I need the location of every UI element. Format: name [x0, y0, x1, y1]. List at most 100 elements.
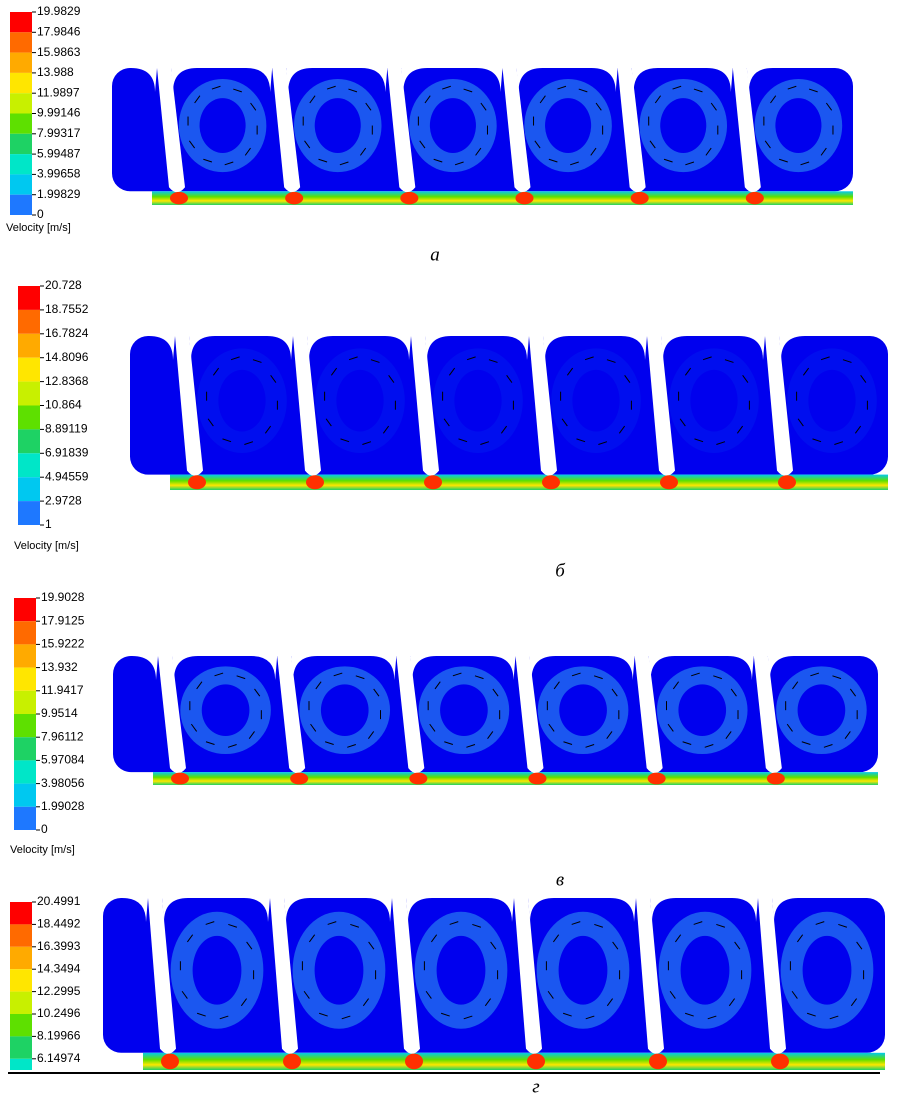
legend-label: 4.94559 [45, 469, 89, 483]
vortex-inner [437, 936, 486, 1005]
hot-spot [188, 475, 206, 489]
legend-band [18, 501, 40, 525]
legend-label: 6.91839 [45, 445, 89, 459]
legend-band [14, 621, 36, 644]
vortex-inner [678, 684, 726, 736]
legend-band [18, 477, 40, 501]
legend-label: 17.9846 [37, 24, 81, 38]
vortex-inner [218, 370, 265, 432]
legend-label: 7.99317 [37, 126, 81, 140]
vortex-inner [336, 370, 383, 432]
hot-spot [516, 192, 534, 204]
caption: г [532, 1076, 539, 1096]
figure: 19.982917.984615.986313.98811.98979.9914… [0, 0, 904, 1096]
hot-spot [290, 773, 308, 785]
legend-band [18, 334, 40, 358]
caption: б [555, 560, 566, 581]
hot-spot [424, 475, 442, 489]
legend-label: 10.864 [45, 398, 82, 412]
legend-label: 1 [45, 517, 52, 531]
legend-band [18, 286, 40, 310]
legend-band [10, 992, 32, 1014]
vortex-inner [559, 684, 607, 736]
legend-label: 12.8368 [45, 374, 89, 388]
legend-band [10, 1036, 32, 1058]
hot-spot [306, 475, 324, 489]
hot-spot [660, 475, 678, 489]
legend-label: 19.9829 [37, 4, 81, 18]
hot-spot [400, 192, 418, 204]
legend-band [10, 134, 32, 154]
hot-spot [542, 475, 560, 489]
legend-label: 15.9222 [41, 637, 85, 651]
legend-band [14, 807, 36, 830]
legend-label: 7.96112 [41, 729, 84, 743]
hot-spot [171, 773, 189, 785]
vortex-inner [193, 936, 242, 1005]
legend-band [18, 429, 40, 453]
legend-band [10, 1014, 32, 1036]
legend-label: 19.9028 [41, 590, 85, 604]
vortex-inner [202, 684, 250, 736]
legend-band [10, 969, 32, 991]
legend-band [14, 737, 36, 760]
hot-spot [529, 773, 547, 785]
vortex-inner [440, 684, 488, 736]
legend-label: 13.932 [41, 660, 78, 674]
vortex-inner [321, 684, 369, 736]
hot-spot [170, 192, 188, 204]
legend-label: 18.4492 [37, 917, 81, 931]
legend-label: 3.99658 [37, 167, 81, 181]
legend-band [10, 32, 32, 52]
hot-spot [283, 1054, 301, 1070]
hot-spot [767, 773, 785, 785]
legend-label: 1.99028 [41, 799, 85, 813]
legend-band [14, 714, 36, 737]
legend-label: 18.7552 [45, 302, 89, 316]
caption: в [556, 869, 564, 890]
legend-band [10, 947, 32, 969]
legend-band [10, 902, 32, 924]
legend-label: 16.7824 [45, 326, 89, 340]
legend-band [10, 174, 32, 194]
vortex-inner [545, 98, 591, 153]
legend-band [14, 784, 36, 807]
legend-band [18, 358, 40, 382]
legend-band [10, 1059, 32, 1070]
legend-label: 8.19966 [37, 1029, 81, 1043]
legend-label: 6.14974 [37, 1051, 81, 1065]
legend-band [14, 668, 36, 691]
legend-band [18, 310, 40, 334]
vortex-inner [200, 98, 246, 153]
legend-band [10, 924, 32, 946]
legend-label: 9.99146 [37, 106, 81, 120]
legend-title: Velocity [m/s] [10, 844, 75, 856]
legend-label: 15.9863 [37, 45, 81, 59]
legend-title: Velocity [m/s] [6, 222, 71, 234]
vortex-inner [454, 370, 501, 432]
hot-spot [649, 1054, 667, 1070]
legend-label: 12.2995 [37, 984, 81, 998]
caption: а [430, 244, 440, 265]
legend-label: 8.89119 [45, 422, 88, 436]
legend-label: 16.3993 [37, 939, 81, 953]
legend-band [10, 93, 32, 113]
legend-band [10, 53, 32, 73]
legend-band [10, 195, 32, 215]
legend-label: 9.9514 [41, 706, 78, 720]
legend-label: 20.728 [45, 278, 82, 292]
legend-label: 3.98056 [41, 776, 85, 790]
hot-spot [631, 192, 649, 204]
vortex-inner [798, 684, 846, 736]
legend-band [10, 12, 32, 32]
vortex-inner [572, 370, 619, 432]
legend-label: 5.97084 [41, 753, 85, 767]
hot-spot [409, 773, 427, 785]
legend-band [10, 114, 32, 134]
vortex-inner [775, 98, 821, 153]
vortex-inner [315, 98, 361, 153]
legend-label: 13.988 [37, 65, 74, 79]
vortex-inner [660, 98, 706, 153]
vortex-inner [430, 98, 476, 153]
legend-label: 14.8096 [45, 350, 89, 364]
